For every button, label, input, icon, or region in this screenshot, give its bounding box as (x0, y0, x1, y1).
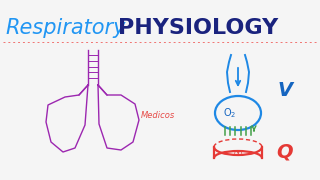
Text: PHYSIOLOGY: PHYSIOLOGY (118, 18, 278, 38)
Text: Q: Q (277, 143, 293, 161)
Text: ∞: ∞ (233, 147, 243, 159)
Text: O$_2$: O$_2$ (223, 106, 237, 120)
Text: Medicos: Medicos (141, 111, 175, 120)
Text: V: V (277, 80, 292, 100)
Text: Respiratory: Respiratory (5, 18, 125, 38)
